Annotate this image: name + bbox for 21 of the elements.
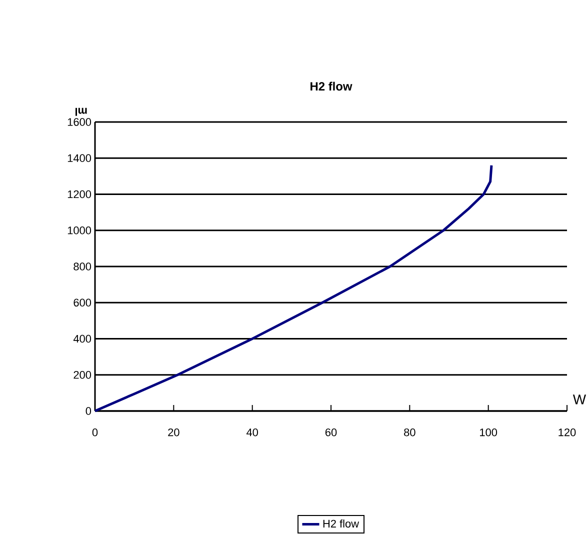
x-tick-label: 100 — [480, 428, 498, 436]
y-axis-title: ml — [75, 108, 87, 116]
x-tick-label: 40 — [246, 428, 258, 436]
legend-label: H2 flow — [323, 520, 360, 528]
x-axis-title: W — [572, 394, 586, 404]
line-series — [94, 164, 493, 412]
y-tick-label: 1000 — [68, 226, 92, 234]
chart-title: H2 flow — [310, 82, 352, 91]
y-tick-label: 400 — [73, 334, 92, 343]
x-tick-label: 120 — [558, 428, 576, 436]
y-tick-label: 1400 — [68, 154, 92, 162]
x-tick-label: 0 — [92, 428, 98, 436]
x-tick-label: 20 — [168, 428, 180, 436]
y-tick-label: 1600 — [68, 118, 92, 126]
y-tick-label: 0 — [86, 407, 92, 415]
y-tick-label: 200 — [74, 371, 92, 379]
x-tick-label: 60 — [325, 428, 337, 436]
y-tick-label: 1200 — [68, 190, 92, 198]
y-tick-label: 600 — [74, 298, 92, 307]
x-tick-label: 80 — [404, 428, 416, 436]
y-tick-label: 800 — [74, 262, 92, 270]
